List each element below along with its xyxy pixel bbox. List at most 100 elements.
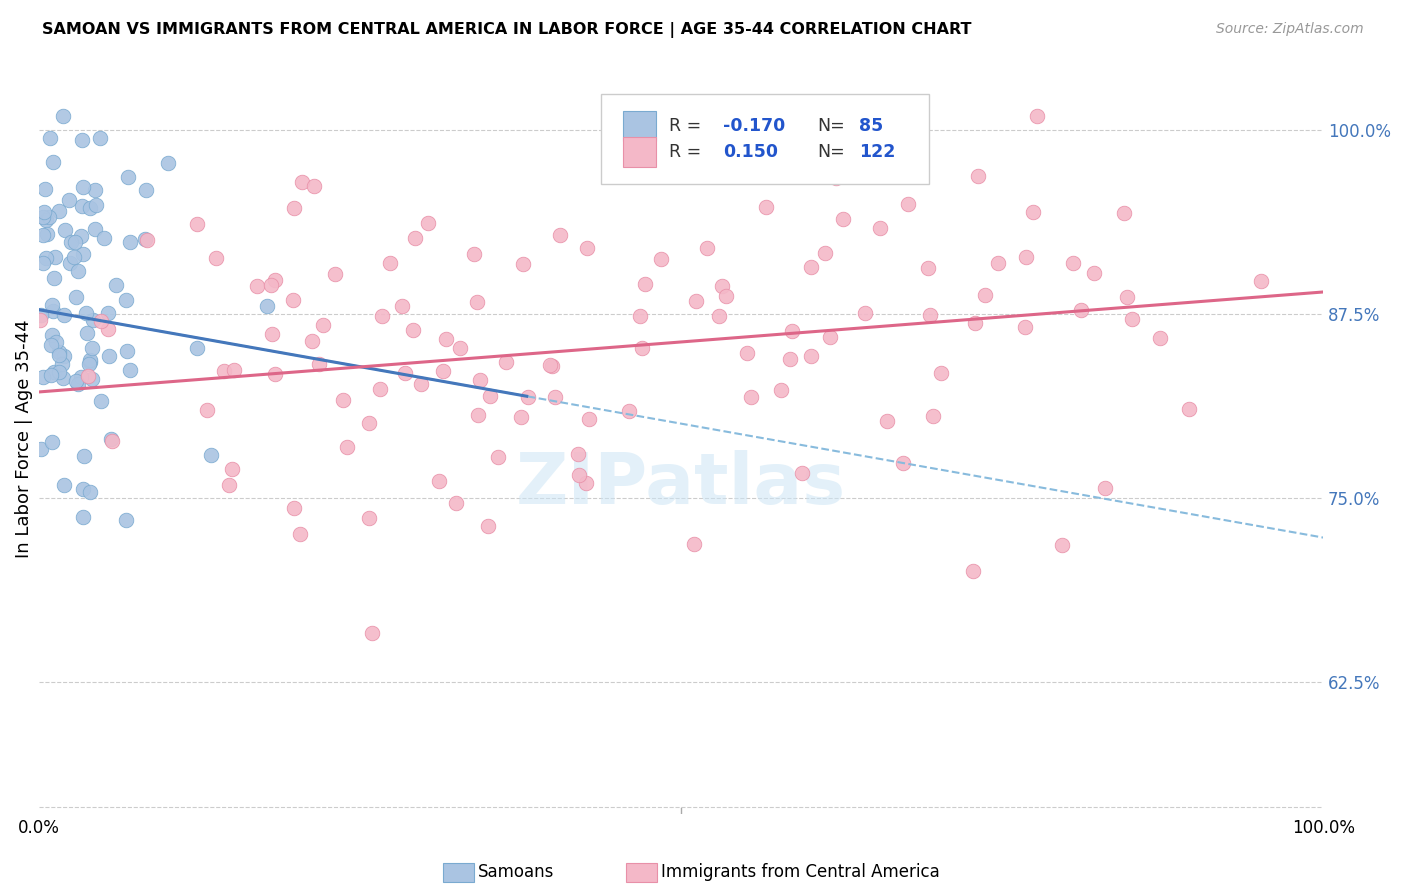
- Point: [575, 476, 598, 491]
- Point: [380, 256, 402, 270]
- Point: [283, 500, 305, 515]
- Point: [41, 298, 63, 312]
- Point: [633, 277, 655, 292]
- Point: [59, 255, 82, 269]
- Point: [630, 341, 652, 355]
- Point: [495, 355, 517, 369]
- Point: [84, 222, 107, 236]
- Point: [683, 537, 706, 551]
- Point: [360, 625, 382, 640]
- Point: [38, 211, 60, 225]
- Point: [72, 510, 94, 524]
- Point: [89, 130, 111, 145]
- Point: [869, 221, 891, 235]
- Point: [304, 178, 326, 193]
- Point: [44, 250, 66, 264]
- Point: [224, 363, 246, 377]
- Point: [32, 370, 55, 384]
- Point: [541, 359, 564, 373]
- Point: [115, 513, 138, 527]
- Point: [59, 235, 82, 249]
- Text: ZIPatlas: ZIPatlas: [516, 450, 846, 518]
- Point: [70, 228, 93, 243]
- Point: [66, 377, 89, 392]
- Point: [312, 318, 335, 333]
- Point: [800, 260, 823, 275]
- Point: [357, 511, 380, 525]
- Point: [32, 204, 55, 219]
- Point: [544, 390, 567, 404]
- Point: [876, 413, 898, 427]
- Point: [891, 456, 914, 470]
- Point: [323, 267, 346, 281]
- Point: [1014, 319, 1036, 334]
- Text: SAMOAN VS IMMIGRANTS FROM CENTRAL AMERICA IN LABOR FORCE | AGE 35-44 CORRELATION: SAMOAN VS IMMIGRANTS FROM CENTRAL AMERIC…: [42, 22, 972, 38]
- Y-axis label: In Labor Force | Age 35-44: In Labor Force | Age 35-44: [15, 319, 32, 558]
- Point: [98, 349, 121, 363]
- Point: [53, 478, 76, 492]
- Point: [963, 316, 986, 330]
- Point: [120, 363, 142, 377]
- Point: [48, 345, 70, 359]
- Point: [84, 198, 107, 212]
- Point: [48, 204, 70, 219]
- Point: [820, 330, 842, 344]
- Point: [696, 241, 718, 255]
- Point: [260, 278, 283, 293]
- Point: [32, 210, 55, 224]
- Point: [76, 326, 98, 341]
- Point: [100, 432, 122, 446]
- Point: [917, 261, 939, 276]
- Point: [401, 323, 423, 337]
- Point: [449, 342, 471, 356]
- Point: [42, 304, 65, 318]
- Point: [77, 357, 100, 371]
- Text: N=: N=: [817, 143, 845, 161]
- Point: [391, 299, 413, 313]
- Point: [446, 496, 468, 510]
- Point: [1178, 402, 1201, 417]
- Point: [30, 313, 52, 327]
- Point: [301, 334, 323, 348]
- Point: [434, 332, 457, 346]
- Point: [53, 222, 76, 236]
- Point: [714, 289, 737, 303]
- Point: [38, 131, 60, 145]
- Point: [204, 251, 226, 265]
- Point: [1112, 206, 1135, 220]
- Point: [1250, 274, 1272, 288]
- Point: [32, 256, 55, 270]
- Point: [186, 217, 208, 231]
- Point: [1026, 109, 1049, 123]
- Point: [90, 394, 112, 409]
- Point: [65, 375, 87, 389]
- Point: [468, 374, 491, 388]
- Point: [218, 478, 240, 492]
- Text: Source: ZipAtlas.com: Source: ZipAtlas.com: [1216, 22, 1364, 37]
- Point: [967, 169, 990, 184]
- Point: [578, 411, 600, 425]
- Point: [63, 235, 86, 250]
- Point: [82, 312, 104, 326]
- Point: [260, 327, 283, 342]
- Point: [962, 564, 984, 578]
- Point: [134, 232, 156, 246]
- Point: [371, 309, 394, 323]
- Point: [53, 349, 76, 363]
- Point: [35, 227, 58, 242]
- Point: [263, 367, 285, 381]
- Point: [42, 365, 65, 379]
- Point: [710, 279, 733, 293]
- Bar: [623, 136, 657, 167]
- Point: [769, 383, 792, 397]
- Point: [617, 404, 640, 418]
- Point: [283, 201, 305, 215]
- Point: [538, 358, 561, 372]
- Point: [75, 306, 97, 320]
- Bar: [623, 112, 657, 141]
- Point: [263, 272, 285, 286]
- Point: [628, 309, 651, 323]
- Point: [115, 344, 138, 359]
- Point: [51, 357, 73, 371]
- Point: [404, 230, 426, 244]
